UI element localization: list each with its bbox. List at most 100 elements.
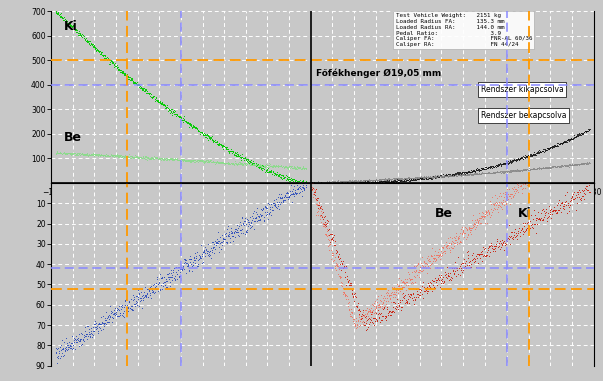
- Point: [321, 231, 330, 237]
- Point: [494, 169, 504, 175]
- Point: [548, 163, 558, 169]
- Point: [202, 248, 212, 254]
- Point: [147, 91, 156, 97]
- Point: [219, 236, 229, 242]
- Point: [52, 150, 62, 156]
- Point: [511, 157, 521, 163]
- Point: [350, 321, 360, 327]
- Point: [521, 180, 531, 186]
- Point: [389, 178, 399, 184]
- Point: [143, 155, 153, 161]
- Point: [437, 174, 446, 180]
- Point: [430, 258, 440, 264]
- Point: [219, 236, 229, 242]
- Point: [535, 165, 545, 171]
- Point: [314, 180, 324, 186]
- Point: [145, 290, 155, 296]
- Point: [75, 150, 85, 156]
- Point: [224, 160, 234, 166]
- Point: [294, 178, 303, 184]
- Point: [341, 180, 351, 186]
- Point: [326, 237, 335, 243]
- Point: [440, 272, 450, 278]
- Point: [57, 150, 66, 157]
- Point: [104, 153, 114, 159]
- Point: [364, 308, 374, 314]
- Point: [549, 143, 558, 149]
- Point: [289, 179, 299, 186]
- Point: [289, 165, 299, 171]
- Point: [187, 158, 197, 164]
- Point: [418, 263, 428, 269]
- Point: [309, 180, 318, 186]
- Point: [453, 254, 463, 260]
- Point: [428, 174, 437, 180]
- Point: [139, 295, 148, 301]
- Point: [136, 85, 145, 91]
- Point: [402, 177, 411, 183]
- Point: [239, 221, 248, 227]
- Point: [68, 24, 77, 30]
- Point: [248, 162, 257, 168]
- Point: [425, 174, 435, 181]
- Point: [212, 159, 221, 165]
- Point: [534, 216, 543, 223]
- Point: [572, 161, 582, 167]
- Point: [406, 275, 415, 282]
- Text: Ki: Ki: [517, 207, 531, 220]
- Point: [254, 214, 264, 220]
- Point: [121, 72, 130, 78]
- Point: [546, 209, 555, 215]
- Point: [134, 291, 144, 297]
- Point: [363, 313, 373, 319]
- Point: [53, 10, 63, 16]
- Text: Test Vehicle Weight:   2151 kg
Loaded Radius FA:      135.3 mm
Loaded Radius RA:: Test Vehicle Weight: 2151 kg Loaded Radi…: [396, 13, 532, 47]
- Point: [317, 219, 326, 225]
- Point: [51, 8, 61, 14]
- Point: [391, 300, 400, 306]
- Point: [368, 176, 378, 182]
- Point: [157, 157, 166, 163]
- Point: [150, 290, 159, 296]
- Point: [502, 159, 512, 165]
- Point: [119, 72, 128, 78]
- Point: [125, 153, 134, 159]
- Point: [548, 208, 557, 214]
- Point: [579, 129, 589, 135]
- Point: [552, 163, 561, 170]
- Point: [517, 155, 526, 161]
- Point: [564, 161, 574, 167]
- Point: [225, 148, 235, 154]
- Point: [510, 190, 520, 196]
- Point: [88, 324, 98, 330]
- Point: [194, 263, 203, 269]
- Point: [421, 174, 431, 180]
- Point: [496, 163, 505, 169]
- Point: [309, 179, 318, 185]
- Point: [163, 284, 172, 290]
- Point: [191, 124, 201, 130]
- Point: [184, 157, 194, 163]
- Point: [449, 240, 458, 246]
- Point: [157, 275, 167, 282]
- Point: [147, 287, 157, 293]
- Point: [131, 153, 140, 159]
- Point: [101, 309, 111, 315]
- Point: [100, 315, 110, 321]
- Point: [201, 132, 211, 138]
- Point: [235, 233, 244, 239]
- Point: [268, 200, 277, 206]
- Point: [557, 162, 567, 168]
- Point: [378, 299, 388, 306]
- Point: [374, 315, 384, 321]
- Point: [309, 186, 319, 192]
- Point: [345, 179, 355, 186]
- Point: [394, 302, 403, 308]
- Point: [334, 179, 344, 185]
- Point: [516, 167, 525, 173]
- Point: [344, 180, 354, 186]
- Point: [151, 280, 161, 286]
- Point: [370, 177, 379, 183]
- Point: [255, 210, 265, 216]
- Point: [519, 166, 528, 172]
